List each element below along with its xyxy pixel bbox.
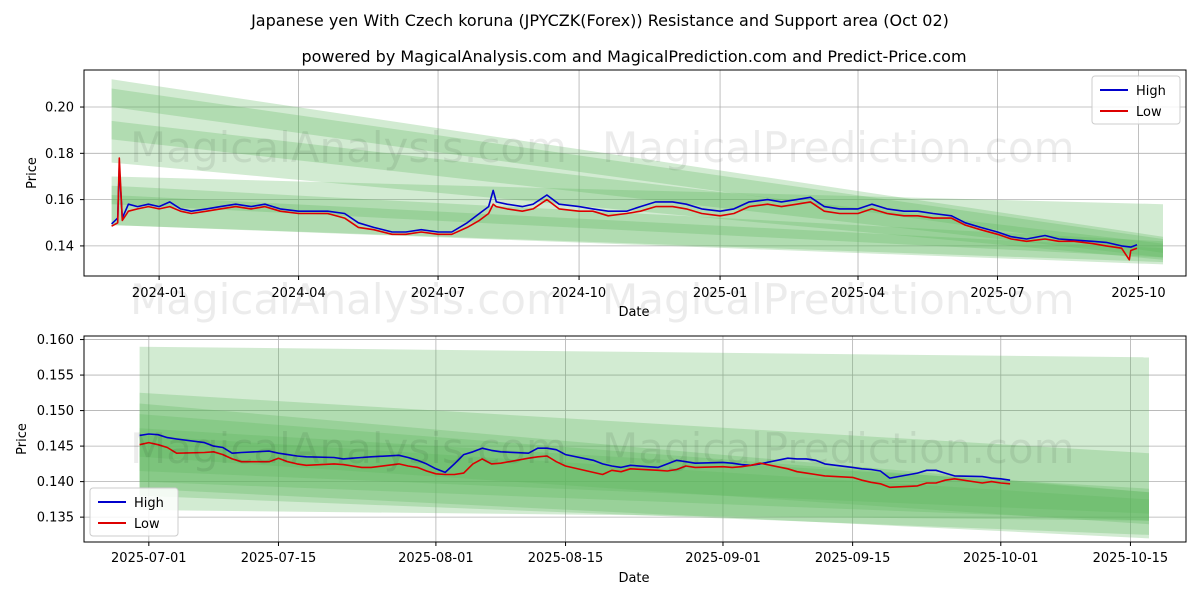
bottom-ytick-label-3: 0.150 [37,404,74,419]
top-axes-frame [83,69,1187,277]
bottom-series-low [139,441,1011,489]
bottom-xtick-label-6: 2025-10-01 [963,551,1039,566]
bottom-ytick-label-2: 0.145 [37,440,74,455]
top-band-3 [111,176,1164,265]
top-legend: High Low [1091,75,1181,125]
top-xtick-label-3: 2024-10 [552,286,606,301]
watermark-prediction-2: MagicalPrediction.com [602,275,1075,324]
watermark-analysis-2: MagicalAnalysis.com [130,275,567,324]
bottom-ytick-label-0: 0.135 [37,511,74,526]
subtitle: powered by MagicalAnalysis.com and Magic… [301,47,966,66]
top-series-low [111,157,1138,261]
watermark-analysis-3: MagicalAnalysis.com [130,424,567,473]
bottom-xtick-label-0: 2025-07-01 [111,551,187,566]
bottom-xtick-label-5: 2025-09-15 [815,551,891,566]
bottom-band-4 [139,428,1150,514]
main-title: Japanese yen With Czech koruna (JPYCZK(F… [250,11,949,30]
top-y-axis-label: Price [25,157,40,189]
bottom-xtick-label-7: 2025-10-15 [1093,551,1169,566]
bottom-series-high [139,433,1011,481]
bottom-legend-label-high: High [134,496,164,511]
top-ytick-label-3: 0.20 [45,101,74,116]
top-chart: 2024-01 2024-04 2024-07 2024-10 2025-01 2025-… [25,69,1187,320]
bottom-xtick-label-1: 2025-07-15 [241,551,317,566]
top-series-high [111,166,1138,248]
bottom-ytick-label-5: 0.160 [37,333,74,348]
bottom-band-3 [139,414,1150,521]
bottom-legend: High Low [89,487,179,537]
bottom-ytick-label-4: 0.155 [37,369,74,384]
top-legend-label-low: Low [1136,105,1162,120]
top-xtick-label-7: 2025-10 [1111,286,1165,301]
top-xtick-label-1: 2024-04 [271,286,325,301]
top-band-5 [111,195,1164,263]
watermark-prediction-3: MagicalPrediction.com [602,424,1075,473]
top-xtick-label-6: 2025-07 [970,286,1024,301]
watermark-prediction-1: MagicalPrediction.com [602,123,1075,172]
bottom-xtick-label-4: 2025-09-01 [685,551,761,566]
bottom-y-axis-label: Price [15,423,30,455]
bottom-chart: 2025-07-01 2025-07-15 2025-08-01 2025-08-15… [15,333,1187,586]
top-legend-label-high: High [1136,84,1166,99]
top-ytick-label-2: 0.18 [45,147,74,162]
bottom-band-5 [139,435,1150,525]
top-band-0 [111,79,1164,253]
bottom-legend-label-low: Low [134,517,160,532]
bottom-ytick-label-1: 0.140 [37,475,74,490]
bottom-band-2 [139,403,1150,539]
top-x-axis-label: Date [618,305,649,320]
bottom-xtick-label-3: 2025-08-15 [528,551,604,566]
bottom-x-axis-label: Date [618,571,649,586]
top-xtick-label-0: 2024-01 [132,286,186,301]
bottom-axes-frame [83,335,1187,543]
top-ytick-label-1: 0.16 [45,193,74,208]
top-xtick-label-4: 2025-01 [693,286,747,301]
bottom-xtick-label-2: 2025-08-01 [398,551,474,566]
bottom-band-1 [139,392,1150,535]
top-band-4 [111,185,1164,258]
top-ytick-label-0: 0.14 [45,239,74,254]
watermark-analysis-1: MagicalAnalysis.com [130,123,567,172]
top-xtick-label-2: 2024-07 [411,286,465,301]
top-xtick-label-5: 2025-04 [831,286,885,301]
top-band-2 [111,120,1164,260]
